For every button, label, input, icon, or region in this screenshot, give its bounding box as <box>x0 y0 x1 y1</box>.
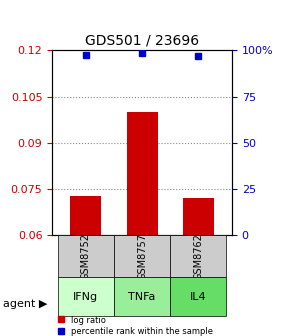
Text: TNFa: TNFa <box>128 292 156 301</box>
Title: GDS501 / 23696: GDS501 / 23696 <box>85 34 199 48</box>
Text: GSM8752: GSM8752 <box>81 233 91 280</box>
FancyBboxPatch shape <box>114 235 170 277</box>
Bar <box>127 112 157 235</box>
FancyBboxPatch shape <box>58 235 114 277</box>
Text: GSM8762: GSM8762 <box>193 233 203 280</box>
FancyBboxPatch shape <box>170 235 226 277</box>
Text: IL4: IL4 <box>190 292 206 301</box>
FancyBboxPatch shape <box>58 277 114 316</box>
Text: GSM8757: GSM8757 <box>137 233 147 280</box>
Text: agent ▶: agent ▶ <box>3 299 47 309</box>
Text: IFNg: IFNg <box>73 292 99 301</box>
Bar <box>70 196 102 235</box>
FancyBboxPatch shape <box>114 277 170 316</box>
Bar <box>183 198 214 235</box>
Legend: log ratio, percentile rank within the sample: log ratio, percentile rank within the sa… <box>56 316 213 336</box>
FancyBboxPatch shape <box>170 277 226 316</box>
